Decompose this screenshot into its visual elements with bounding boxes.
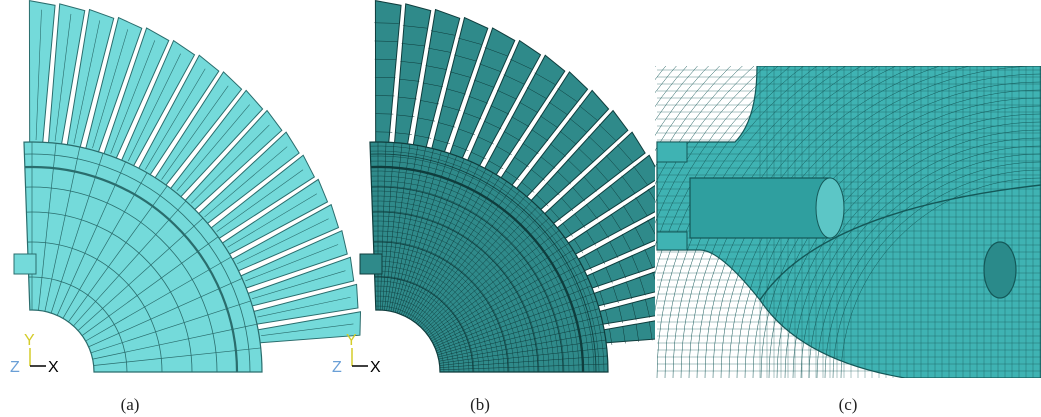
triad-x: X <box>370 359 381 376</box>
panel-label: (c) <box>839 395 858 414</box>
figure: Y Z X Y Z X (a) (b) (c) <box>0 0 1041 417</box>
triad-x: X <box>48 359 59 376</box>
flange <box>360 254 382 274</box>
flange <box>14 254 36 274</box>
bore <box>690 178 830 238</box>
axis-triad: Y Z X <box>332 332 381 376</box>
lip <box>657 142 687 162</box>
panel-label: (b) <box>470 395 490 414</box>
hole <box>984 242 1016 298</box>
page: Y Z X Y Z X (a) (b) (c) (() => { const d… <box>0 0 1041 417</box>
triad-y: Y <box>24 332 35 349</box>
axis-triad: Y Z X <box>10 332 59 376</box>
triad-y: Y <box>346 332 357 349</box>
triad-z: Z <box>332 359 342 376</box>
panel-label: (a) <box>121 395 140 414</box>
panel-a-mesh <box>14 1 361 372</box>
bore-end <box>816 178 844 238</box>
lip <box>657 232 687 250</box>
panel-b-mesh <box>360 1 707 372</box>
triad-z: Z <box>10 359 20 376</box>
